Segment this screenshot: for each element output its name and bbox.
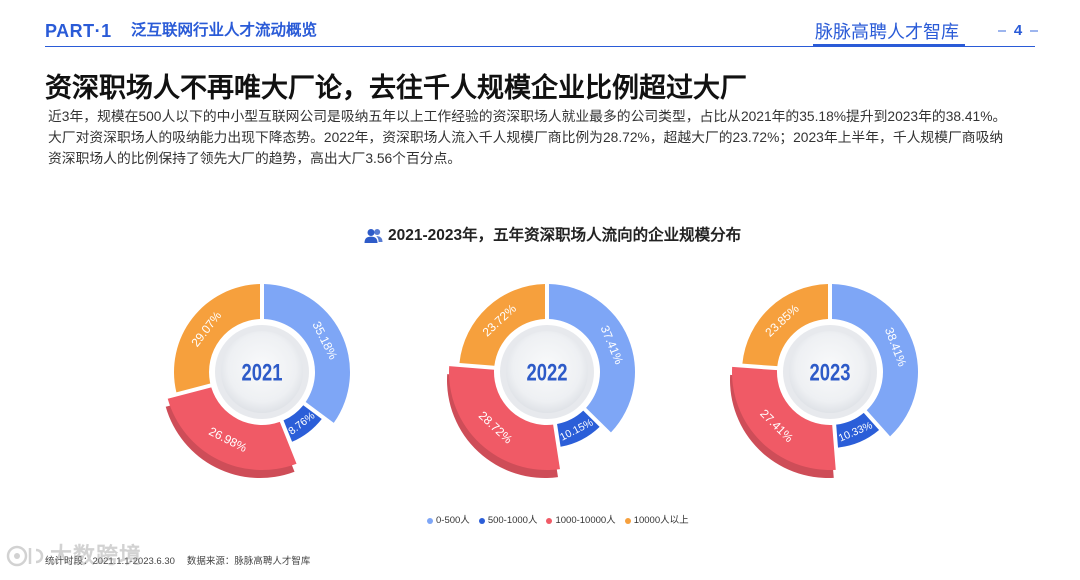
donut-segment <box>173 284 260 393</box>
footnote: 统计时段：2021.1.1-2023.6.30 数据来源：脉脉高聘人才智库 <box>45 555 310 569</box>
donut-center-label: 2021 <box>242 360 283 387</box>
donut-segment <box>449 366 560 471</box>
legend-dot <box>546 518 553 524</box>
chart-legend: 0-500人 500-1000人 1000-10000人 10000人以上 <box>427 514 689 528</box>
page-title: 资深职场人不再唯大厂论，去往千人规模企业比例超过大厂 <box>45 73 747 103</box>
footnote-period: 统计时段：2021.1.1-2023.6.30 <box>45 556 175 567</box>
donut-center-inner <box>789 331 871 413</box>
legend-label: 1000-10000人 <box>555 515 616 526</box>
footnote-source: 数据来源：脉脉高聘人才智库 <box>186 556 311 567</box>
donut-chart: 38.41%10.33%27.41%23.85%2023 <box>729 284 919 478</box>
donut-segment <box>459 284 545 366</box>
chart-title: 2021-2023年，五年资深职场人流向的企业规模分布 <box>364 224 741 248</box>
donut-center-label: 2022 <box>527 360 568 387</box>
page-dash-left <box>998 30 1006 32</box>
header-divider <box>45 46 1035 47</box>
brand-name: 脉脉高聘人才智库 <box>815 22 959 42</box>
legend-label: 500-1000人 <box>487 515 538 526</box>
legend-item: 500-1000人 <box>478 514 538 528</box>
legend-label: 10000人以上 <box>633 515 689 526</box>
donut-center-inner <box>221 331 303 413</box>
legend-dot <box>478 518 485 524</box>
donut-chart: 35.18%8.76%26.98%29.07%2021 <box>165 284 351 479</box>
donut-segment <box>283 405 322 442</box>
donut-segment <box>832 284 919 437</box>
donut-segment <box>731 366 836 470</box>
donut-segment <box>549 284 636 433</box>
watermark: 大数跨境 <box>6 541 142 571</box>
page-number-value: 4 <box>1013 22 1023 39</box>
brand-underline <box>813 44 965 47</box>
section-title: 泛互联网行业人才流动概览 <box>131 22 318 39</box>
donut-segment <box>264 284 351 423</box>
donut-segment <box>836 412 880 448</box>
legend-item: 0-500人 <box>427 514 470 528</box>
donut-center-inner <box>506 331 588 413</box>
legend-label: 0-500人 <box>436 515 470 526</box>
legend-dot <box>624 518 631 524</box>
page-dash-right <box>1030 30 1038 32</box>
legend-dot <box>427 518 433 524</box>
donut-segment <box>742 284 828 367</box>
donut-center-label: 2023 <box>810 360 851 387</box>
users-icon <box>364 229 383 243</box>
body-paragraph: 近3年，规模在500人以下的中小型互联网公司是吸纳五年以上工作经验的资深职场人就… <box>48 109 1007 166</box>
watermark-logo-icon <box>6 545 44 567</box>
chart-title-text: 2021-2023年，五年资深职场人流向的企业规模分布 <box>388 227 742 244</box>
donut-chart: 37.41%10.15%28.72%23.72%2022 <box>447 284 636 479</box>
legend-item: 1000-10000人 <box>546 514 616 528</box>
donut-segment <box>557 410 600 447</box>
donut-charts: 35.18%8.76%26.98%29.07%2021 37.41%10.15%2… <box>165 284 919 479</box>
page-number: 4 <box>998 20 1038 42</box>
part-label: PART·1 <box>45 21 112 41</box>
donut-segment <box>167 387 297 471</box>
legend-item: 10000人以上 <box>624 514 689 528</box>
watermark-text: 大数跨境 <box>50 543 143 568</box>
